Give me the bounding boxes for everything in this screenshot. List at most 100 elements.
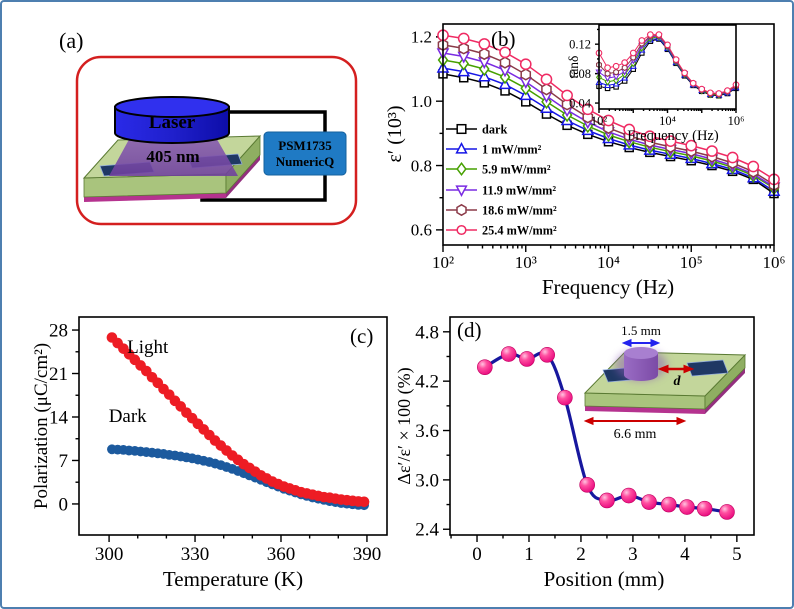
series-25.4-mW-mm- [437, 29, 780, 186]
svg-text:21: 21 [49, 364, 68, 385]
instrument-name: PSM1735 [278, 138, 332, 153]
svg-text:0.8: 0.8 [411, 156, 432, 175]
panel-label: (c) [350, 324, 373, 348]
x-axis-label: Temperature (K) [163, 567, 303, 591]
svg-text:3: 3 [628, 544, 638, 565]
chart-b-inset: 10² 10⁴ 10⁶ 0.04 0.08 0.12 Frequency (Hz) tanδ [566, 24, 745, 144]
svg-text:4.2: 4.2 [415, 372, 439, 393]
axis-ticks [72, 329, 368, 542]
series-25.4-mW-mm- [595, 31, 740, 97]
y-axis-label: ε′ (10³) [384, 105, 406, 162]
y-tick-labels: 0.04 0.08 0.12 [569, 37, 592, 110]
svg-text:3.6: 3.6 [415, 421, 439, 442]
y-tick-labels: 0 7 14 21 28 [49, 321, 69, 516]
substrate-bottom-edge-side [226, 155, 260, 198]
svg-text:0.12: 0.12 [569, 37, 591, 51]
svg-text:4.8: 4.8 [415, 322, 439, 343]
x-tick-labels: 10² 10⁴ 10⁶ [591, 114, 745, 128]
svg-text:10⁴: 10⁴ [659, 114, 676, 128]
series-Light [106, 332, 370, 508]
panel-c-chart: 300 330 360 390 0 7 14 21 28 Temperature (K) Polar… [31, 316, 388, 591]
svg-text:4: 4 [680, 544, 690, 565]
svg-text:300: 300 [95, 544, 124, 565]
x-tick-labels: 10² 10³ 10⁴ 10⁵ 10⁶ [432, 253, 786, 272]
inset-substrate-bottom-side [705, 368, 745, 414]
y-axis-label: Polarization (μC/cm²) [31, 343, 52, 509]
panel-b-chart: 10² 10³ 10⁴ 10⁵ 10⁶ 0.6 0.8 1.0 1.2 Frequency (Hz… [384, 23, 786, 299]
svg-text:0.04: 0.04 [569, 96, 592, 110]
y-axis-label: Δε′/ε′ × 100 (%) [394, 367, 415, 484]
chart-c-polarization: 300 330 360 390 0 7 14 21 28 Temperature (K) Polar… [31, 316, 388, 591]
svg-text:25.4 mW/mm²: 25.4 mW/mm² [482, 223, 557, 237]
x-axis-label: Position (mm) [544, 567, 665, 591]
svg-text:1.2: 1.2 [411, 28, 432, 47]
panel-label: (b) [491, 27, 516, 51]
laser-beam: 405 nm [109, 134, 238, 176]
y-tick-labels: 0.6 0.8 1.0 1.2 [411, 28, 432, 240]
plot-frame [78, 316, 388, 536]
svg-text:18.6 mW/mm²: 18.6 mW/mm² [482, 203, 557, 217]
spot-width-label: 1.5 mm [621, 323, 661, 338]
svg-text:14: 14 [49, 407, 69, 428]
svg-text:1 mW/mm²: 1 mW/mm² [482, 142, 542, 156]
svg-text:0: 0 [59, 494, 69, 515]
svg-text:10⁴: 10⁴ [597, 253, 620, 272]
annotation-light: Light [127, 337, 169, 358]
svg-text:390: 390 [353, 544, 382, 565]
panel-a-label: (a) [59, 28, 83, 53]
laser-head: Laser [114, 96, 230, 144]
y-tick-labels: 2.4 3.0 3.6 4.2 4.8 [415, 322, 439, 540]
svg-text:2.4: 2.4 [415, 520, 439, 541]
x-axis-label: Frequency (Hz) [627, 128, 719, 144]
svg-text:0: 0 [472, 544, 482, 565]
plot-frame [449, 316, 755, 536]
svg-text:10⁶: 10⁶ [728, 114, 745, 128]
svg-text:7: 7 [59, 451, 69, 472]
x-tick-labels: 300 330 360 390 [95, 544, 381, 565]
plot-frame [598, 24, 737, 110]
plot-frame [442, 23, 775, 246]
svg-text:0.08: 0.08 [569, 67, 591, 81]
annotation-dark: Dark [109, 406, 147, 427]
panel-a-red-frame [75, 55, 358, 226]
svg-text:5.9 mW/mm²: 5.9 mW/mm² [482, 162, 551, 176]
laser-spot-body [624, 353, 658, 381]
instrument-model: NumericQ [276, 154, 334, 169]
svg-text:10²: 10² [432, 253, 454, 272]
laser-spot-top [624, 347, 658, 359]
panel-d-chart: 1.5 mm d 6.6 mm 0 1 2 3 4 5 2.4 3.0 3.6 4.2 4.8 Pos… [394, 316, 755, 591]
svg-text:10⁵: 10⁵ [680, 253, 703, 272]
svg-text:11.9 mW/mm²: 11.9 mW/mm² [482, 183, 556, 197]
chart-b-main: 10² 10³ 10⁴ 10⁵ 10⁶ 0.6 0.8 1.0 1.2 Frequency (Hz… [384, 23, 786, 299]
svg-text:2: 2 [576, 544, 586, 565]
chart-d-position-scan: 0 1 2 3 4 5 2.4 3.0 3.6 4.2 4.8 Position (mm) Δε′/ε′… [394, 316, 755, 591]
svg-text:1: 1 [524, 544, 534, 565]
substrate-bottom-edge [84, 193, 226, 202]
x-axis-label: Frequency (Hz) [542, 275, 674, 299]
series--100 [477, 346, 735, 520]
spot-width-arrow [621, 338, 661, 348]
sample-schematic-inset: 1.5 mm d 6.6 mm [583, 323, 747, 442]
y-axis-label: tanδ [566, 56, 581, 79]
svg-text:360: 360 [267, 544, 296, 565]
gap-arrow [657, 364, 695, 374]
svg-text:330: 330 [181, 544, 210, 565]
svg-text:1.0: 1.0 [411, 92, 432, 111]
svg-text:0.6: 0.6 [411, 221, 432, 240]
inset-electrode-right [686, 359, 729, 377]
svg-text:3.0: 3.0 [415, 470, 439, 491]
x-tick-labels: 0 1 2 3 4 5 [472, 544, 741, 565]
wavelength-label: 405 nm [146, 147, 199, 166]
laser-label: Laser [149, 112, 196, 133]
svg-text:10³: 10³ [515, 253, 537, 272]
inset-substrate-bottom [585, 406, 705, 414]
svg-text:10²: 10² [591, 114, 608, 128]
panel-a-schematic: (a) 405 nm Laser PSM1735 [59, 28, 358, 226]
svg-text:10⁶: 10⁶ [763, 253, 786, 272]
panel-label: (d) [457, 318, 482, 342]
svg-text:5: 5 [732, 544, 742, 565]
svg-text:dark: dark [482, 122, 507, 136]
legend: dark 1 mW/mm² 5.9 mW/mm² 11.9 mW/mm² 18.6 mW… [446, 122, 557, 237]
sample-width-label: 6.6 mm [614, 427, 657, 442]
